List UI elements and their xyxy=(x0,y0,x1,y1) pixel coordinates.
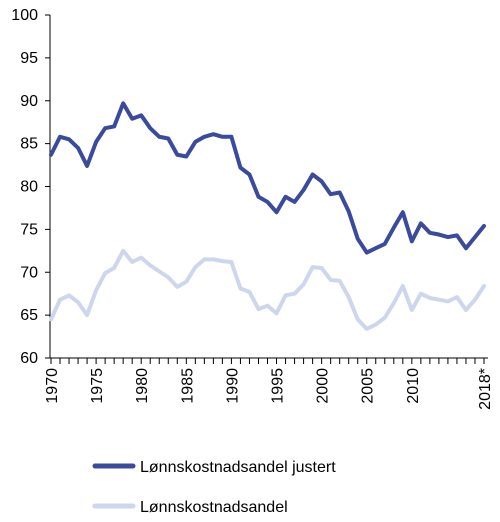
series-layer xyxy=(49,101,486,331)
x-tick-label: 1995 xyxy=(270,368,287,404)
y-tick-label: 90 xyxy=(20,93,38,110)
y-tick-label: 100 xyxy=(11,7,38,24)
y-axis: 60 65 70 75 80 85 90 95 100 xyxy=(11,7,51,367)
x-tick-label: 1975 xyxy=(89,368,106,404)
x-tick-label: 1990 xyxy=(224,368,241,404)
x-tick-label: 2000 xyxy=(315,368,332,404)
x-tick-label: 1970 xyxy=(44,368,61,404)
x-tick-label: 1980 xyxy=(134,368,151,404)
legend-label-share: Lønnskostnadsandel xyxy=(140,499,288,516)
legend-label-adjusted: Lønnskostnadsandel justert xyxy=(140,459,336,476)
legend: Lønnskostnadsandel justert Lønnskostnads… xyxy=(92,459,336,516)
y-tick-label: 80 xyxy=(20,179,38,196)
x-axis: 1970 1975 1980 1985 1990 1995 2000 2005 2010 2018… xyxy=(44,357,494,410)
x-tick-label: 2005 xyxy=(360,368,377,404)
y-tick-label: 95 xyxy=(20,50,38,67)
x-tick-label: 1985 xyxy=(179,368,196,404)
y-ticks: 60 65 70 75 80 85 90 95 100 xyxy=(11,7,50,367)
x-tick-label: 2018* xyxy=(477,368,494,410)
series-line-adjusted xyxy=(49,101,486,255)
y-tick-label: 70 xyxy=(20,264,38,281)
legend-item-share: Lønnskostnadsandel xyxy=(92,499,288,516)
series-line-share xyxy=(49,248,486,331)
y-tick-label: 60 xyxy=(20,350,38,367)
x-ticks: 1970 1975 1980 1985 1990 1995 2000 2005 2010 2018… xyxy=(44,358,494,410)
y-tick-label: 65 xyxy=(20,307,38,324)
y-tick-label: 85 xyxy=(20,136,38,153)
x-tick-label: 2010 xyxy=(405,368,422,404)
legend-item-adjusted: Lønnskostnadsandel justert xyxy=(92,459,336,476)
y-tick-label: 75 xyxy=(20,221,38,238)
